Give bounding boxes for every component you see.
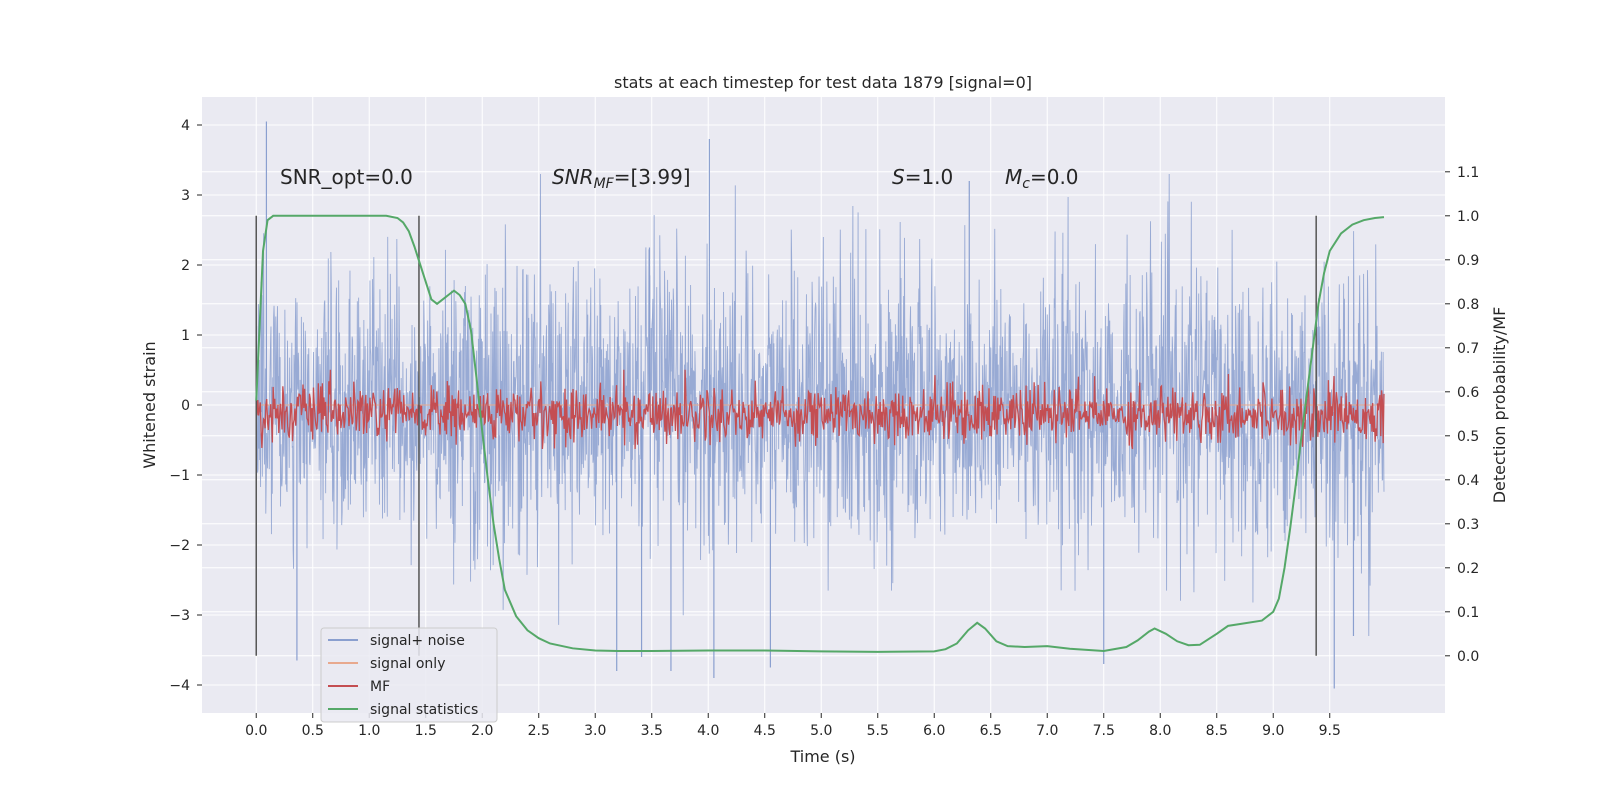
y-left-tick-label: 1 [181, 328, 190, 344]
vertical-markers [255, 215, 1317, 656]
annotation-s: S=1.0 [892, 165, 953, 189]
x-tick-label: 8.0 [1149, 723, 1171, 739]
y-left-tick-label: −3 [169, 608, 190, 624]
x-tick-label: 7.0 [1036, 723, 1058, 739]
legend-label-signal-noise: signal+ noise [370, 633, 465, 649]
signal-statistics-line [255, 214, 1385, 653]
y-axis-left-label: Whitened strain [140, 341, 159, 468]
x-axis-ticks: 0.0 0.5 1.0 1.5 2.0 2.5 3.0 3.5 4.0 4.5 5.0 5.5 6.0 6… [245, 713, 1341, 739]
annotation-mc: Mc=0.0 [1005, 165, 1079, 192]
y-left-tick-label: −2 [169, 538, 190, 554]
y-right-tick-label: 0.6 [1457, 385, 1479, 401]
x-axis-label: Time (s) [789, 747, 855, 766]
x-tick-label: 7.5 [1093, 723, 1115, 739]
y-axis-right-label: Detection probability/MF [1490, 307, 1509, 504]
legend-label-signal-only: signal only [370, 656, 445, 672]
y-right-tick-label: 0.7 [1457, 341, 1479, 357]
y-left-tick-label: 0 [181, 398, 190, 414]
x-tick-label: 3.0 [584, 723, 606, 739]
x-tick-label: 5.5 [867, 723, 889, 739]
annotation-snr-opt: SNR_opt=0.0 [280, 165, 413, 189]
x-tick-label: 0.0 [245, 723, 267, 739]
noise-line [255, 173, 1385, 637]
legend-label-signal-statistics: signal statistics [370, 702, 478, 718]
legend-box [320, 627, 498, 723]
y-left-tick-label: 4 [181, 118, 190, 134]
y-axis-right-ticks: 0.0 0.1 0.2 0.3 0.4 0.5 0.6 0.7 0.8 0.9 1.0 1.1 [1445, 165, 1479, 665]
x-tick-label: 6.5 [980, 723, 1002, 739]
mf-line [255, 369, 1385, 450]
x-tick-label: 9.0 [1262, 723, 1284, 739]
x-tick-label: 1.0 [358, 723, 380, 739]
x-tick-label: 3.5 [641, 723, 663, 739]
x-tick-label: 2.5 [528, 723, 550, 739]
y-right-tick-label: 0.2 [1457, 561, 1479, 577]
y-axis-left-ticks: −4 −3 −2 −1 0 1 2 3 4 [169, 118, 202, 694]
legend: signal+ noise signal only MF signal stat… [320, 627, 498, 723]
x-tick-label: 5.0 [810, 723, 832, 739]
y-right-tick-label: 1.0 [1457, 209, 1479, 225]
annotation-snr-mf: SNRMF=[3.99] [552, 165, 691, 192]
x-tick-label: 6.0 [923, 723, 945, 739]
y-right-tick-label: 0.4 [1457, 473, 1479, 489]
x-tick-label: 0.5 [302, 723, 324, 739]
x-tick-label: 4.0 [697, 723, 719, 739]
y-right-tick-label: 0.9 [1457, 253, 1479, 269]
y-left-tick-label: −1 [169, 468, 190, 484]
x-tick-label: 8.5 [1206, 723, 1228, 739]
y-right-tick-label: 0.8 [1457, 297, 1479, 313]
y-left-tick-label: 3 [181, 188, 190, 204]
series-signal-noise [255, 121, 1385, 689]
y-right-tick-label: 0.3 [1457, 517, 1479, 533]
x-tick-label: 9.5 [1319, 723, 1341, 739]
y-right-tick-label: 0.1 [1457, 605, 1479, 621]
x-tick-label: 1.5 [415, 723, 437, 739]
series-signal-statistics [255, 214, 1385, 653]
y-right-tick-label: 0.0 [1457, 649, 1479, 665]
y-left-tick-label: 2 [181, 258, 190, 274]
chart-title: stats at each timestep for test data 187… [614, 73, 1032, 92]
y-left-tick-label: −4 [169, 678, 190, 694]
y-right-tick-label: 0.5 [1457, 429, 1479, 445]
x-tick-label: 2.0 [471, 723, 493, 739]
x-tick-label: 4.5 [754, 723, 776, 739]
legend-label-mf: MF [370, 679, 390, 695]
y-right-tick-label: 1.1 [1457, 165, 1479, 181]
series-mf [255, 369, 1385, 450]
